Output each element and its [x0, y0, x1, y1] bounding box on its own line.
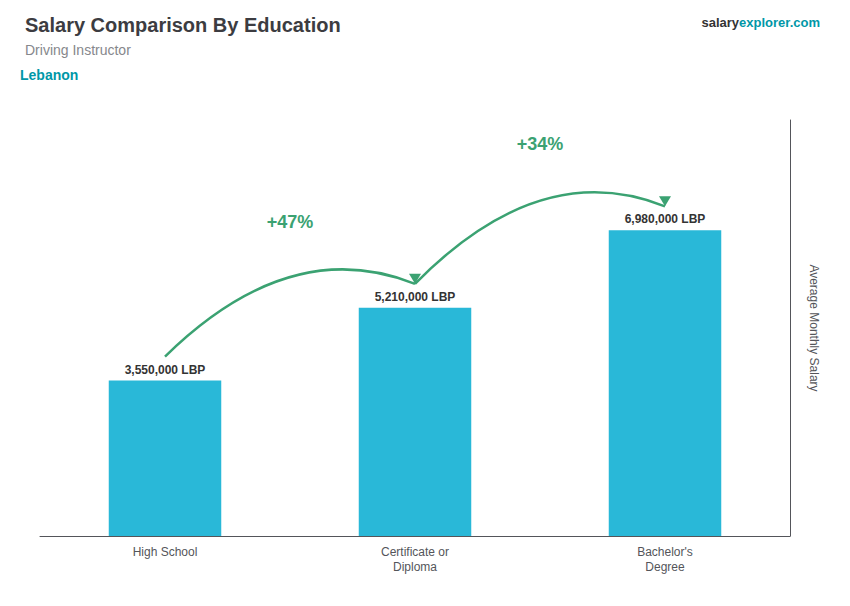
- svg-text:3,550,000 LBP: 3,550,000 LBP: [125, 363, 206, 377]
- svg-text:Certificate or: Certificate or: [381, 545, 449, 559]
- svg-text:Average Monthly Salary: Average Monthly Salary: [807, 264, 821, 391]
- svg-text:6,980,000 LBP: 6,980,000 LBP: [625, 212, 706, 226]
- svg-text:explorer.com: explorer.com: [739, 15, 820, 30]
- svg-text:Bachelor's: Bachelor's: [637, 545, 693, 559]
- svg-text:+47%: +47%: [267, 212, 314, 232]
- svg-text:Diploma: Diploma: [393, 560, 437, 574]
- svg-text:Driving Instructor: Driving Instructor: [25, 42, 131, 58]
- svg-text:5,210,000 LBP: 5,210,000 LBP: [375, 290, 456, 304]
- svg-text:Degree: Degree: [645, 560, 685, 574]
- svg-text:High School: High School: [133, 545, 198, 559]
- svg-text:Lebanon: Lebanon: [20, 67, 78, 83]
- svg-text:Salary Comparison By Education: Salary Comparison By Education: [25, 14, 341, 36]
- svg-text:+34%: +34%: [517, 134, 564, 154]
- svg-text:salary: salary: [701, 15, 739, 30]
